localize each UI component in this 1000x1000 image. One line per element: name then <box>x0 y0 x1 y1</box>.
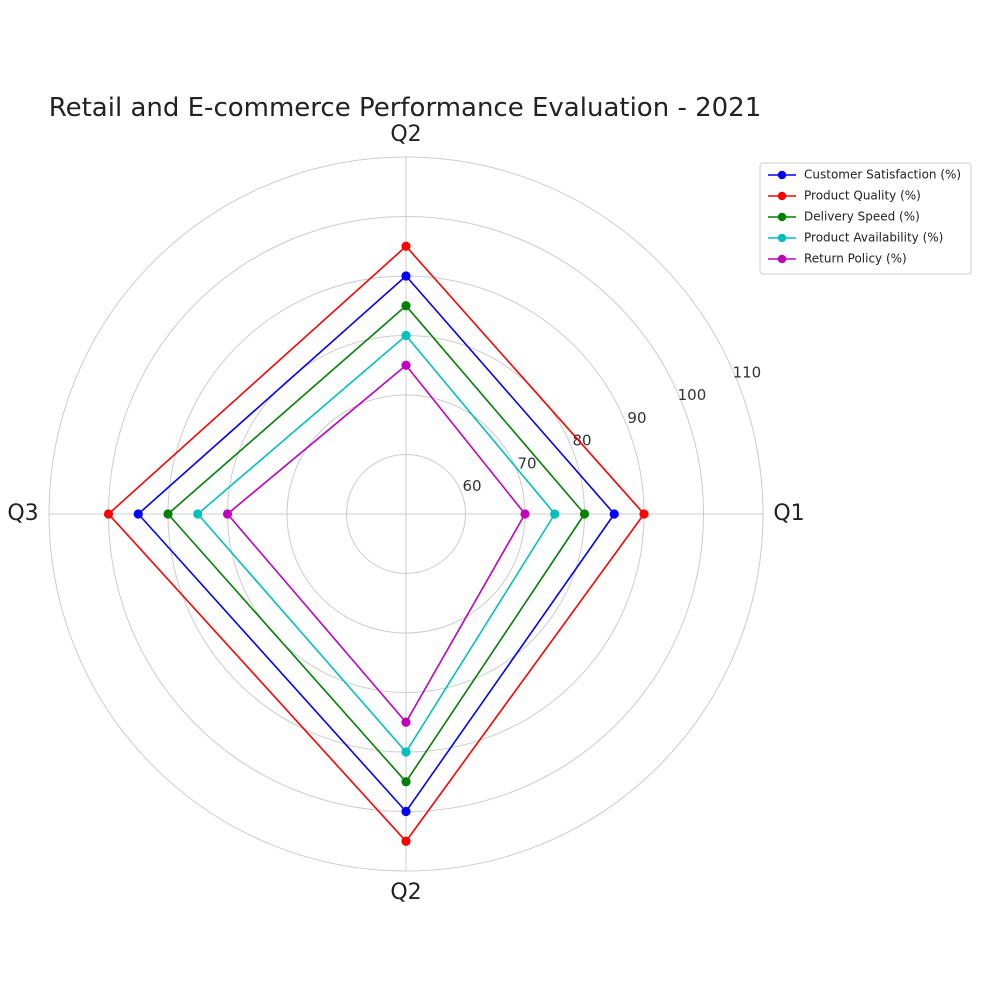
data-point <box>579 509 590 519</box>
legend-marker <box>777 254 787 264</box>
data-point <box>520 509 530 519</box>
legend-label: Return Policy (%) <box>804 252 907 266</box>
legend-label: Product Availability (%) <box>804 231 943 245</box>
legend-box <box>759 162 972 275</box>
data-point <box>401 360 411 370</box>
legend-label: Customer Satisfaction (%) <box>804 168 961 182</box>
data-point <box>401 836 411 846</box>
data-point <box>193 509 203 519</box>
legend-marker <box>777 233 787 243</box>
radial-tick-label: 90 <box>627 409 646 427</box>
legend-label: Product Quality (%) <box>804 189 921 203</box>
legend-item: Product Quality (%) <box>768 189 921 203</box>
data-point <box>639 509 649 519</box>
series <box>193 330 560 757</box>
legend-item: Delivery Speed (%) <box>768 210 920 224</box>
legend-marker <box>777 191 787 201</box>
data-point <box>401 301 411 311</box>
data-point <box>401 330 411 341</box>
legend: Customer Satisfaction (%) Product Quality… <box>759 162 972 275</box>
data-point <box>401 777 411 787</box>
radial-tick-label: 80 <box>572 432 591 450</box>
data-point <box>163 509 173 519</box>
data-point <box>103 509 114 519</box>
data-point <box>401 271 411 281</box>
data-point <box>550 509 560 519</box>
data-point <box>133 509 143 519</box>
legend-label: Delivery Speed (%) <box>804 210 920 224</box>
data-point <box>222 509 233 519</box>
category-label: Q1 <box>773 501 804 526</box>
series-line <box>226 364 526 724</box>
data-point <box>609 509 619 519</box>
legend-item: Product Availability (%) <box>768 231 943 245</box>
radial-tick-label: 60 <box>463 477 482 495</box>
data-point <box>401 747 411 757</box>
series <box>103 241 649 846</box>
legend-marker <box>777 212 787 222</box>
category-labels: Q1 Q2 Q3 Q2 <box>7 122 804 905</box>
data-point <box>401 241 411 251</box>
radial-tick-label: 70 <box>517 454 536 472</box>
radial-tick-label: 110 <box>733 363 762 381</box>
series <box>133 271 619 817</box>
series-layer <box>103 241 649 846</box>
series <box>163 301 590 787</box>
data-point <box>401 717 411 727</box>
chart-title: Retail and E-commerce Performance Evalua… <box>49 93 762 123</box>
legend-item: Customer Satisfaction (%) <box>768 168 961 182</box>
legend-marker <box>777 170 787 180</box>
series <box>222 360 530 727</box>
radar-grid <box>48 156 764 872</box>
radial-tick-label: 100 <box>678 386 707 404</box>
category-label: Q2 <box>390 122 421 147</box>
series-line <box>137 274 616 813</box>
legend-item: Return Policy (%) <box>768 252 907 266</box>
radial-tick-labels: 60 70 80 90 100 110 <box>463 363 762 495</box>
category-label: Q3 <box>7 501 38 526</box>
category-label: Q2 <box>390 880 421 905</box>
data-point <box>401 806 411 817</box>
